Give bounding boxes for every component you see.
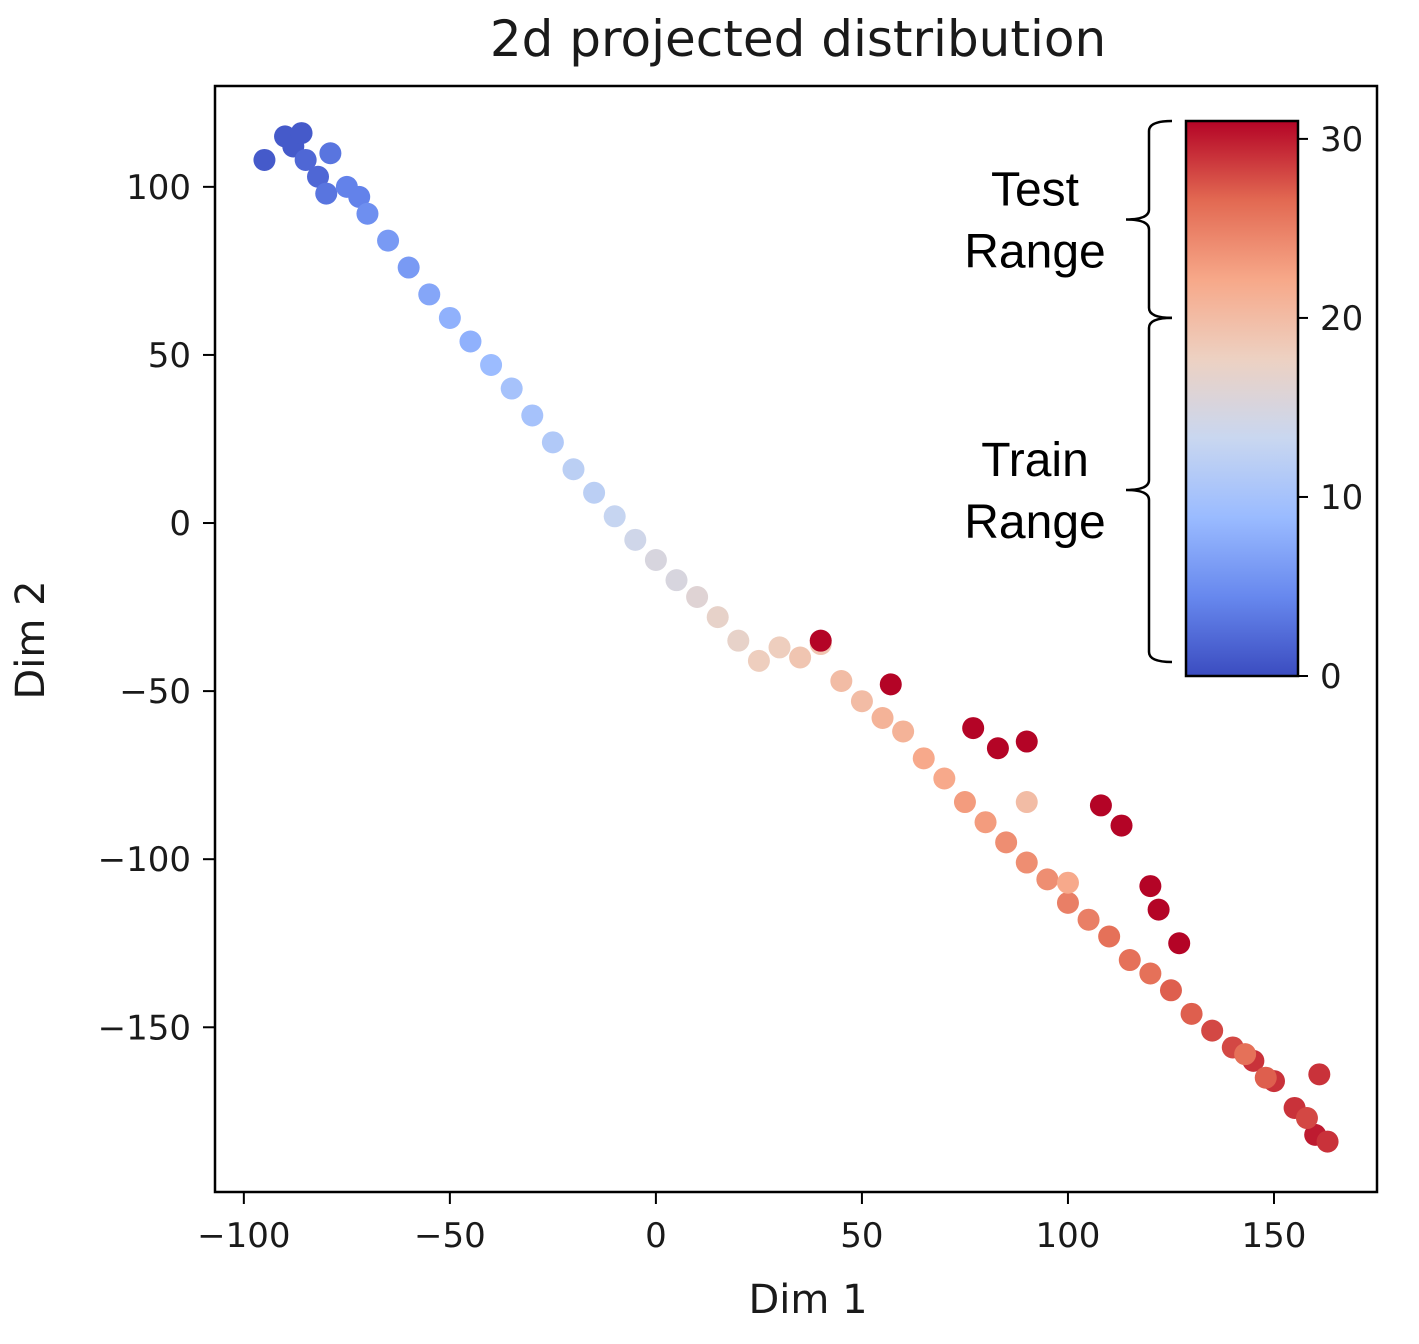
scatter-point — [1139, 875, 1162, 898]
y-tick-label: 50 — [148, 336, 191, 376]
scatter-point — [1168, 932, 1191, 955]
scatter-point — [727, 629, 750, 652]
scatter-point — [1089, 794, 1112, 817]
scatter-point — [1254, 1066, 1277, 1089]
scatter-point — [1110, 814, 1133, 837]
scatter-points — [253, 122, 1339, 1153]
colorbar — [1184, 119, 1300, 678]
scatter-point — [871, 707, 894, 729]
scatter-point — [1180, 1002, 1203, 1025]
scatter-point — [995, 831, 1018, 854]
y-tick-label: −50 — [119, 672, 191, 712]
scatter-point — [686, 585, 709, 608]
scatter-point — [348, 185, 371, 208]
scatter-point — [1118, 949, 1141, 972]
scatter-point — [603, 505, 626, 528]
scatter-point — [1234, 1043, 1257, 1066]
scatter-point — [459, 330, 482, 353]
scatter-point — [294, 148, 317, 171]
scatter-point — [1159, 979, 1182, 1002]
colorbar-tick-label: 30 — [1320, 120, 1363, 160]
scatter-point — [665, 569, 688, 592]
range-annotation: Test — [991, 163, 1079, 216]
scatter-point — [912, 747, 935, 770]
scatter-point — [809, 629, 832, 652]
y-axis: 100 50 0 −50 −100 −150 — [98, 168, 215, 1048]
range-annotation: Range — [964, 496, 1105, 549]
scatter-point — [562, 458, 585, 481]
scatter-point — [1308, 1063, 1331, 1086]
scatter-point — [892, 720, 915, 743]
y-tick-label: −150 — [98, 1008, 191, 1048]
range-brace — [1125, 119, 1173, 320]
scatter-point — [1147, 898, 1170, 921]
scatter-point — [480, 354, 503, 377]
y-tick-label: 100 — [126, 168, 191, 208]
scatter-point — [541, 431, 564, 454]
x-tick-label: 0 — [645, 1216, 667, 1256]
scatter-point — [1098, 925, 1121, 948]
colorbar-tick-label: 10 — [1320, 478, 1363, 518]
y-tick-label: −100 — [98, 840, 191, 880]
scatter-point — [747, 649, 770, 672]
scatter-point — [1015, 791, 1038, 814]
scatter-point — [307, 165, 330, 188]
scatter-point — [879, 673, 902, 696]
scatter-point — [706, 606, 729, 629]
scatter-point — [850, 690, 873, 713]
scatter-point — [583, 481, 606, 504]
plot-frame — [213, 84, 1379, 1194]
scatter-point — [1056, 891, 1079, 914]
scatter-point — [986, 737, 1009, 760]
scatter-point — [377, 229, 400, 252]
scatter-point — [290, 122, 313, 145]
scatter-point — [319, 142, 342, 165]
scatter-point — [1316, 1130, 1339, 1153]
chart-title: 2d projected distribution — [490, 10, 1106, 68]
scatter-point — [962, 717, 985, 740]
range-brace — [1125, 316, 1173, 664]
scatter-point — [1139, 962, 1162, 985]
x-tick-label: 50 — [840, 1216, 883, 1256]
scatter-point — [1295, 1107, 1318, 1130]
scatter-point — [1201, 1019, 1224, 1042]
scatter-point — [315, 182, 338, 205]
y-axis-label: Dim 2 — [8, 580, 54, 699]
scatter-point — [974, 811, 997, 834]
scatter-point — [1015, 730, 1038, 753]
scatter-point — [953, 791, 976, 814]
scatter-point — [438, 306, 461, 329]
scatter-point — [768, 636, 791, 659]
scatter-point — [253, 148, 276, 171]
scatter-point — [624, 528, 647, 551]
scatter-point — [1015, 851, 1038, 874]
scatter-point — [830, 670, 853, 693]
scatter-point — [397, 256, 420, 279]
scatter-point — [1036, 868, 1059, 891]
scatter-point — [1056, 871, 1079, 894]
scatter-point — [500, 377, 523, 400]
scatter-point — [644, 549, 667, 571]
x-axis-label: Dim 1 — [748, 1277, 867, 1323]
colorbar-inset: 0 10 20 30 Test Range Train Range — [964, 119, 1363, 697]
scatter-point — [933, 767, 956, 790]
colorbar-tick-label: 20 — [1320, 299, 1363, 339]
x-tick-label: 100 — [1036, 1216, 1101, 1256]
scatter-point — [1077, 908, 1100, 931]
scatter-point — [789, 646, 812, 669]
x-tick-label: 150 — [1242, 1216, 1307, 1256]
x-tick-label: −100 — [197, 1216, 290, 1256]
range-annotation: Train — [981, 434, 1089, 487]
range-annotation: Range — [964, 225, 1105, 278]
scatter-point — [418, 283, 441, 306]
x-tick-label: −50 — [414, 1216, 486, 1256]
x-axis: −100 −50 0 50 100 150 — [197, 1192, 1306, 1256]
y-tick-label: 0 — [169, 504, 191, 544]
scatter-point — [356, 202, 379, 225]
colorbar-tick-label: 0 — [1320, 657, 1342, 697]
scatter-point — [521, 404, 544, 427]
